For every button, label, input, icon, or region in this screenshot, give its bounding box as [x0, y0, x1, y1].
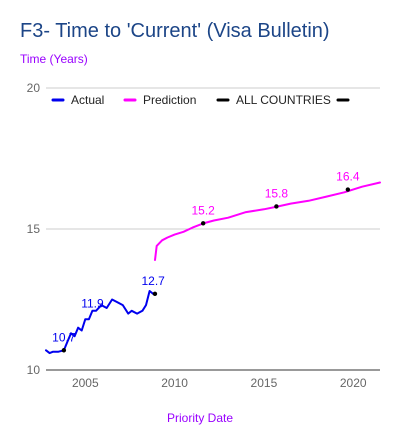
legend-label: Actual: [71, 93, 104, 107]
data-point-all-countries: [274, 204, 279, 209]
data-label: 15.2: [191, 203, 215, 217]
data-label: 11.9: [81, 296, 104, 310]
y-tick-label: 10: [27, 363, 41, 377]
legend-label: ALL COUNTRIES: [236, 93, 331, 107]
legend-label: Prediction: [143, 93, 196, 107]
data-point-all-countries: [345, 187, 351, 192]
y-tick-label: 15: [27, 222, 41, 236]
data-point-all-countries: [200, 221, 206, 226]
x-tick-label: 2010: [161, 376, 188, 390]
data-label: 16.4: [336, 170, 360, 184]
data-label: 12.7: [141, 274, 165, 288]
x-tick-label: 2005: [72, 376, 99, 390]
data-label: 10.7: [52, 330, 76, 344]
x-tick-label: 2020: [340, 376, 367, 390]
series-line-prediction: [154, 181, 381, 261]
x-axis-title: Priority Date: [166, 411, 234, 425]
data-point-all-countries: [61, 348, 67, 353]
data-label: 15.8: [265, 186, 289, 200]
x-tick-label: 2015: [251, 376, 278, 390]
y-axis-title: Time (Years): [20, 52, 88, 66]
y-tick-label: 20: [27, 81, 41, 95]
data-point-all-countries: [152, 291, 158, 297]
chart-title: F3- Time to 'Current' (Visa Bulletin): [20, 20, 330, 42]
